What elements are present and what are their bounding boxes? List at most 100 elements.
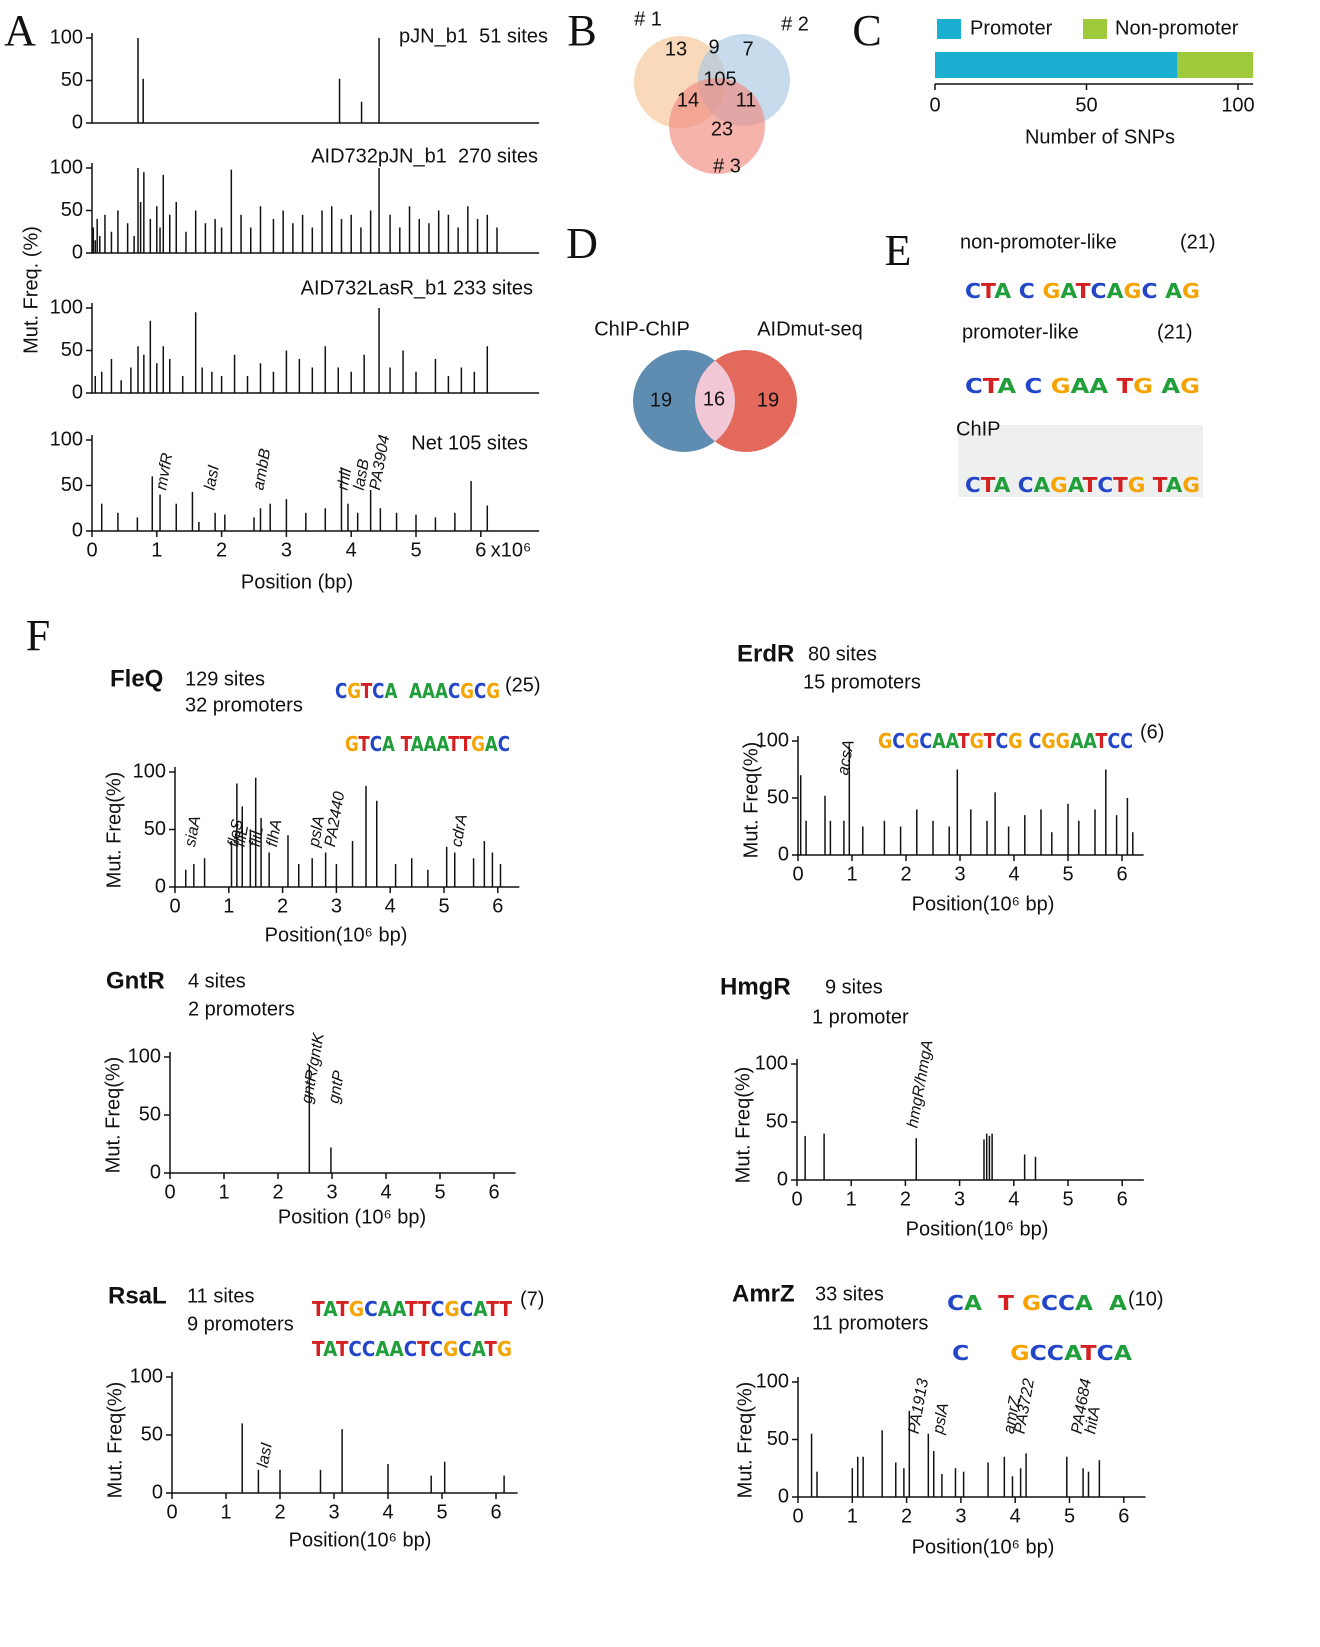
y-axis-label: Mut. Freq. (%) xyxy=(20,226,42,354)
x-tick-label: 6 xyxy=(492,895,503,917)
venn-overlap xyxy=(695,350,735,452)
x-tick-label: 6 xyxy=(490,1501,501,1523)
y-tick-label: 50 xyxy=(141,1423,163,1445)
gene-annotation: siaA xyxy=(182,815,204,849)
x-tick-label: 4 xyxy=(382,1501,393,1523)
sequence-logo: TATGCAATTCGCATT xyxy=(312,1297,512,1321)
y-tick-label: 100 xyxy=(50,428,83,450)
gene-annotation: lasB xyxy=(351,458,373,492)
set-label: # 2 xyxy=(781,13,809,35)
y-tick-label: 0 xyxy=(777,1168,788,1190)
chip-logo-background xyxy=(958,425,1203,497)
x-axis-label: Position(10⁶ bp) xyxy=(906,1218,1049,1240)
sequence-logo: CTA C GATCAGC AG xyxy=(965,279,1200,303)
x-tick-label: 1 xyxy=(218,1181,229,1203)
x-tick-label: 0 xyxy=(792,1505,803,1527)
y-tick-label: 100 xyxy=(130,1365,163,1387)
region-count: 19 xyxy=(757,389,779,411)
legend-label: Promoter xyxy=(970,17,1053,39)
y-tick-label: 0 xyxy=(72,111,83,133)
regulator-name: FleQ xyxy=(110,665,163,692)
y-axis-label: Mut. Freq(%) xyxy=(734,1382,756,1499)
y-tick-label: 50 xyxy=(61,339,83,361)
track-title: Net 105 sites xyxy=(411,432,528,454)
y-axis-label: Mut. Freq(%) xyxy=(732,1067,754,1184)
region-count: 9 xyxy=(708,36,719,58)
gene-annotation: pslA xyxy=(306,815,328,850)
x-tick-label: 0 xyxy=(792,863,803,885)
sequence-logo: GTCA TAAATTGAC xyxy=(345,732,510,756)
x-tick-label: 50 xyxy=(1075,94,1097,116)
set-label: # 3 xyxy=(713,155,741,177)
panel-label: F xyxy=(26,611,50,660)
bar-segment xyxy=(935,52,1178,78)
regulator-name: HmgR xyxy=(720,973,791,1000)
panel-label: A xyxy=(4,6,36,55)
motif-name: non-promoter-like xyxy=(960,231,1117,253)
site-count: 80 sites xyxy=(808,643,877,665)
region-count: 11 xyxy=(736,89,757,111)
x-tick-label: 0 xyxy=(86,539,97,561)
region-count: 19 xyxy=(650,389,672,411)
x-tick-label: 3 xyxy=(328,1501,339,1523)
x-tick-label: 3 xyxy=(955,1505,966,1527)
bar-segment xyxy=(1177,52,1254,78)
y-axis-label: Mut. Freq(%) xyxy=(103,772,125,889)
y-tick-label: 100 xyxy=(50,156,83,178)
x-tick-label: 5 xyxy=(434,1181,445,1203)
gene-annotation: fliE xyxy=(232,823,253,848)
region-count: 7 xyxy=(742,38,753,60)
x-tick-label: 2 xyxy=(900,1188,911,1210)
y-tick-label: 50 xyxy=(767,1428,789,1450)
y-tick-label: 100 xyxy=(50,296,83,318)
gene-annotation: fleS xyxy=(225,818,247,848)
panel-label: D xyxy=(566,219,598,268)
x-tick-label: 6 xyxy=(475,539,486,561)
regulator-name: GntR xyxy=(106,967,165,994)
motif-count: (7) xyxy=(520,1288,544,1310)
x-tick-label: 6 xyxy=(1116,863,1127,885)
y-tick-label: 50 xyxy=(144,818,166,840)
x-axis-label: Position(10⁶ bp) xyxy=(265,924,408,946)
motif-count: (25) xyxy=(505,674,541,696)
x-tick-label: 3 xyxy=(281,539,292,561)
x-tick-label: 6 xyxy=(1117,1188,1128,1210)
x-tick-label: 1 xyxy=(220,1501,231,1523)
y-tick-label: 50 xyxy=(767,786,789,808)
panel-label: B xyxy=(567,6,596,55)
x-tick-label: 0 xyxy=(791,1188,802,1210)
motif-count: (21) xyxy=(1180,231,1216,253)
promoter-count: 9 promoters xyxy=(187,1313,294,1335)
x-tick-label: 1 xyxy=(846,863,857,885)
site-count: 129 sites xyxy=(185,668,265,690)
y-tick-label: 0 xyxy=(150,1161,161,1183)
y-tick-label: 0 xyxy=(778,843,789,865)
x-tick-label: 0 xyxy=(166,1501,177,1523)
sequence-logo: GCGCAATGTCG CGGAATCC xyxy=(878,729,1133,753)
gene-annotation: hitA xyxy=(1082,1405,1104,1435)
legend-swatch xyxy=(937,19,961,39)
gene-annotation: lasI xyxy=(255,1441,276,1469)
sequence-logo: TATCCAACTCGCATG xyxy=(312,1337,512,1361)
y-tick-label: 0 xyxy=(72,519,83,541)
region-count: 13 xyxy=(665,38,687,60)
region-count: 14 xyxy=(677,89,699,111)
gene-annotation: amrZ xyxy=(1001,1394,1024,1435)
x-axis-label: Position (bp) xyxy=(241,571,353,593)
region-count: 16 xyxy=(703,388,725,410)
y-axis-label: Mut. Freq(%) xyxy=(102,1057,124,1174)
y-tick-label: 0 xyxy=(72,241,83,263)
panel-label: E xyxy=(885,226,912,275)
y-tick-label: 100 xyxy=(50,26,83,48)
set-label: AIDmut-seq xyxy=(757,318,863,340)
x-tick-label: 100 xyxy=(1221,94,1254,116)
x-tick-label: 2 xyxy=(900,863,911,885)
promoter-count: 2 promoters xyxy=(188,998,295,1020)
x-tick-label: 0 xyxy=(929,94,940,116)
x-tick-label: 6 xyxy=(488,1181,499,1203)
y-tick-label: 100 xyxy=(128,1045,161,1067)
x-tick-label: 2 xyxy=(274,1501,285,1523)
